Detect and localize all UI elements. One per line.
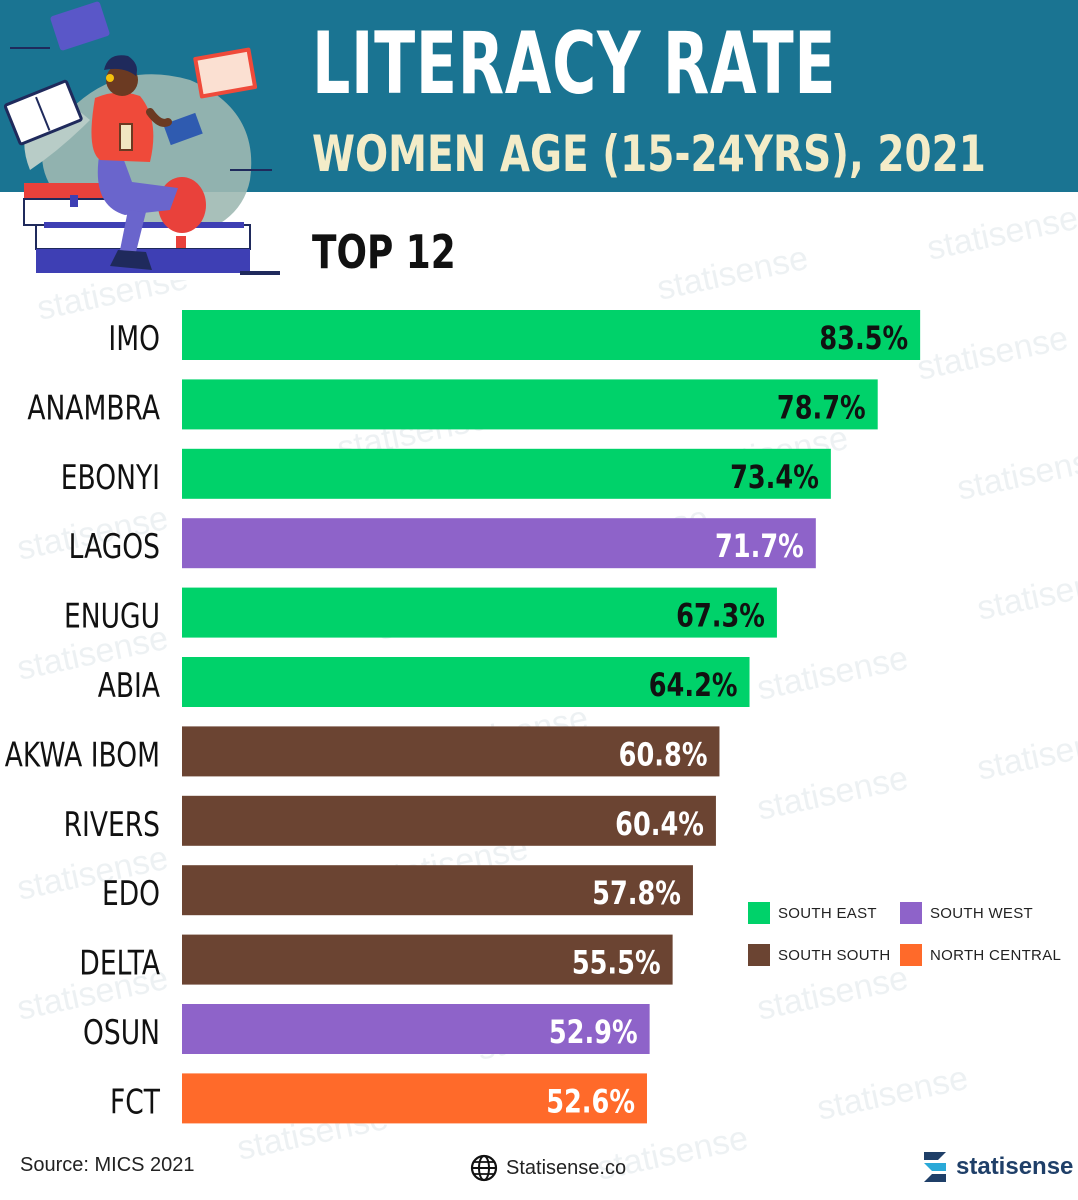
legend-label: SOUTH EAST [778,904,877,922]
data-label-ebonyi: 73.4% [730,458,819,496]
data-label-osun: 52.9% [549,1013,638,1051]
category-label-osun: OSUN [83,1014,160,1053]
category-label-fct: FCT [110,1083,160,1122]
data-label-abia: 64.2% [649,666,738,704]
data-label-rivers: 60.4% [615,805,704,843]
legend-item-south-south: SOUTH SOUTH [748,944,900,966]
reading-woman-illustration [0,1,280,280]
globe-icon [470,1154,498,1182]
category-label-edo: EDO [102,875,160,914]
bar-osun [182,1004,650,1054]
bar-delta [182,934,673,985]
data-label-lagos: 71.7% [715,527,804,565]
chart-subtitle: WOMEN AGE (15-24YRS), 2021 [312,125,986,183]
data-label-anambra: 78.7% [777,389,866,427]
category-label-ebonyi: EBONYI [61,459,160,498]
top-count-label: TOP 12 [312,225,456,279]
category-label-imo: IMO [108,320,160,359]
legend-item-north-central: NORTH CENTRAL [900,944,1070,966]
website-text: Statisense.co [506,1156,627,1179]
category-label-delta: DELTA [79,944,160,983]
legend-label: SOUTH SOUTH [778,946,891,964]
bar-abia [182,657,750,707]
legend-item-south-west: SOUTH WEST [900,902,1070,924]
bar-enugu [182,587,777,638]
brand-name: statisense [956,1153,1074,1180]
bar-edo [182,865,693,916]
legend-swatch-north-central [900,944,922,966]
website-link[interactable]: Statisense.co [470,1154,626,1182]
data-label-delta: 55.5% [572,944,661,982]
bar-ebonyi [182,448,831,499]
legend-swatch-south-west [900,902,922,924]
source-note: Source: MICS 2021 [20,1154,195,1176]
statisense-logo-icon [924,1152,946,1182]
bar-fct [182,1073,647,1124]
legend-item-south-east: SOUTH EAST [748,902,900,924]
legend: SOUTH EAST SOUTH WEST SOUTH SOUTH NORTH … [748,902,1078,966]
data-label-akwa-ibom: 60.8% [619,736,708,774]
legend-swatch-south-south [748,944,770,966]
category-label-akwa-ibom: AKWA IBOM [5,736,160,775]
bar-lagos [182,518,816,569]
bar-imo [182,310,921,360]
category-label-lagos: LAGOS [69,528,160,567]
category-label-rivers: RIVERS [64,806,160,845]
bar-rivers [182,795,716,846]
category-label-enugu: ENUGU [64,597,160,636]
brand-logo: statisense [920,1148,1073,1186]
category-label-abia: ABIA [98,667,160,706]
data-label-fct: 52.6% [546,1083,635,1121]
legend-label: NORTH CENTRAL [930,946,1062,964]
data-label-enugu: 67.3% [676,597,765,635]
legend-label: SOUTH WEST [930,904,1033,922]
bar-anambra [182,379,878,430]
data-label-imo: 83.5% [819,319,908,357]
category-label-anambra: ANAMBRA [27,389,160,428]
data-label-edo: 57.8% [592,874,681,912]
bar-akwa-ibom [182,726,720,777]
chart-title: LITERACY RATE [312,14,837,114]
legend-swatch-south-east [748,902,770,924]
